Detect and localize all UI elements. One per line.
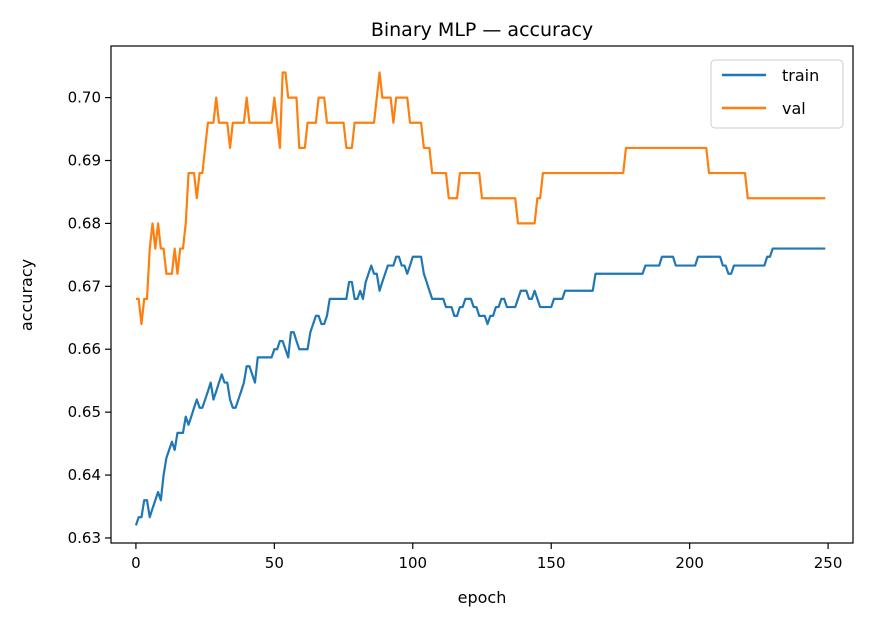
series-layer [134, 71, 826, 526]
y-tick-label: 0.65 [68, 403, 101, 421]
x-tick-label: 0 [131, 554, 141, 572]
legend-box [710, 59, 844, 129]
y-tick-label: 0.63 [68, 529, 101, 547]
y-tick-label: 0.64 [68, 466, 101, 484]
x-axis-title: epoch [458, 588, 507, 607]
chart-title: Binary MLP — accuracy [371, 19, 593, 41]
x-tick-label: 200 [675, 554, 704, 572]
x-tick-label: 50 [265, 554, 284, 572]
legend-label-train: train [782, 66, 819, 85]
x-tick-label: 250 [814, 554, 843, 572]
y-tick-label: 0.68 [68, 214, 101, 232]
y-axis-title: accuracy [17, 259, 36, 331]
x-axis: 0 50 100 150 200 250 [131, 543, 842, 572]
plot-area: 0 50 100 150 200 250 0.63 0.64 0.65 0.66 0.67 0.68… [68, 45, 854, 572]
legend: train val [710, 59, 844, 129]
x-tick-label: 100 [398, 554, 427, 572]
series-line-val [135, 71, 826, 326]
plot-frame [110, 45, 854, 544]
y-axis: 0.63 0.64 0.65 0.66 0.67 0.68 0.69 0.70 [68, 89, 111, 547]
x-tick-label: 150 [537, 554, 566, 572]
y-tick-label: 0.70 [68, 89, 101, 107]
series-line-train [134, 247, 826, 526]
y-tick-label: 0.69 [68, 151, 101, 169]
y-tick-label: 0.67 [68, 277, 101, 295]
y-tick-label: 0.66 [68, 340, 101, 358]
legend-label-val: val [782, 99, 806, 118]
